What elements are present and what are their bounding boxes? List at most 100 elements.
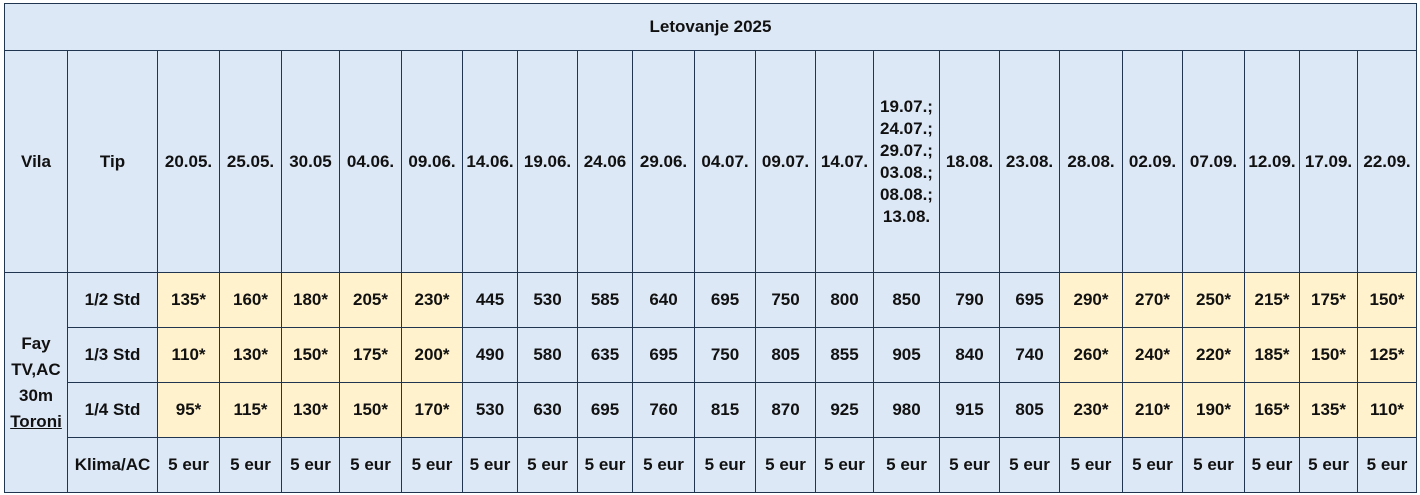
price-cell: 635: [577, 327, 633, 383]
date-header: 20.05.: [157, 50, 220, 273]
price-cell: 585: [577, 272, 633, 328]
price-cell: 185*: [1244, 327, 1300, 383]
date-header: 24.06: [577, 50, 633, 273]
date-header: 04.06.: [339, 50, 402, 273]
price-cell: 135*: [157, 272, 220, 328]
price-cell: 695: [694, 272, 756, 328]
price-cell: 150*: [1357, 272, 1417, 328]
type-cell: Klima/AC: [67, 437, 158, 493]
price-cell: 580: [517, 327, 578, 383]
price-cell: 110*: [1357, 382, 1417, 438]
price-cell: 840: [939, 327, 1000, 383]
vila-line: Fay: [21, 333, 51, 353]
price-cell: 130*: [219, 327, 282, 383]
price-cell: 5 eur: [939, 437, 1000, 493]
header-cell: Tip: [67, 50, 158, 273]
table-row: 1/4 Std 95* 115* 130* 150* 170* 530 630 695 760 81…: [5, 382, 1417, 438]
price-cell: 695: [632, 327, 695, 383]
date-header: 14.06.: [462, 50, 518, 273]
price-cell: 175*: [1299, 272, 1358, 328]
price-cell: 850: [873, 272, 940, 328]
price-cell: 855: [815, 327, 874, 383]
price-cell: 5 eur: [999, 437, 1060, 493]
date-header: 04.07.: [694, 50, 756, 273]
price-cell: 210*: [1122, 382, 1183, 438]
date-header: 17.09.: [1299, 50, 1358, 273]
price-cell: 530: [462, 382, 518, 438]
price-cell: 130*: [281, 382, 340, 438]
price-cell: 5 eur: [577, 437, 633, 493]
date-line: 29.07.;: [880, 140, 933, 160]
price-cell: 5 eur: [517, 437, 578, 493]
price-cell: 805: [999, 382, 1060, 438]
price-cell: 5 eur: [1182, 437, 1245, 493]
price-cell: 630: [517, 382, 578, 438]
date-header: 22.09.: [1357, 50, 1417, 273]
price-cell: 260*: [1059, 327, 1123, 383]
date-header: 28.08.: [1059, 50, 1123, 273]
price-cell: 150*: [339, 382, 402, 438]
price-cell: 205*: [339, 272, 402, 328]
price-cell: 230*: [401, 272, 463, 328]
price-cell: 150*: [1299, 327, 1358, 383]
table-row: 1/3 Std 110* 130* 150* 175* 200* 490 580 635 695 7…: [5, 327, 1417, 383]
price-cell: 815: [694, 382, 756, 438]
price-cell: 870: [755, 382, 816, 438]
price-cell: 110*: [157, 327, 220, 383]
price-cell: 200*: [401, 327, 463, 383]
price-cell: 915: [939, 382, 1000, 438]
price-cell: 230*: [1059, 382, 1123, 438]
price-cell: 5 eur: [873, 437, 940, 493]
price-cell: 750: [755, 272, 816, 328]
date-header: 25.05.: [219, 50, 282, 273]
price-cell: 240*: [1122, 327, 1183, 383]
price-cell: 5 eur: [632, 437, 695, 493]
date-header: 09.06.: [401, 50, 463, 273]
price-cell: 270*: [1122, 272, 1183, 328]
date-line: 03.08.;: [880, 162, 933, 182]
table-title: Letovanje 2025: [4, 3, 1417, 51]
header-cell: Vila: [4, 50, 68, 273]
price-cell: 5 eur: [157, 437, 220, 493]
price-cell: 5 eur: [219, 437, 282, 493]
table-row: Letovanje 2025: [4, 3, 1417, 51]
price-cell: 5 eur: [755, 437, 816, 493]
price-cell: 135*: [1299, 382, 1358, 438]
date-header: 07.09.: [1182, 50, 1245, 273]
date-line: 24.07.;: [880, 118, 933, 138]
date-line: 08.08.;: [880, 184, 933, 204]
date-header: 30.05: [281, 50, 340, 273]
price-cell: 790: [939, 272, 1000, 328]
price-cell: 150*: [281, 327, 340, 383]
price-cell: 5 eur: [339, 437, 402, 493]
price-cell: 165*: [1244, 382, 1300, 438]
price-cell: 160*: [219, 272, 282, 328]
price-cell: 905: [873, 327, 940, 383]
price-cell: 215*: [1244, 272, 1300, 328]
price-cell: 190*: [1182, 382, 1245, 438]
price-table: Letovanje 2025 Vila Tip 20.05. 25.05. 30.05 04…: [4, 3, 1417, 493]
price-cell: 170*: [401, 382, 463, 438]
price-cell: 125*: [1357, 327, 1417, 383]
price-cell: 5 eur: [1059, 437, 1123, 493]
price-cell: 250*: [1182, 272, 1245, 328]
table-row: Klima/AC 5 eur 5 eur 5 eur 5 eur 5 eur 5 eur 5 …: [5, 437, 1417, 493]
date-header: 23.08.: [999, 50, 1060, 273]
price-cell: 925: [815, 382, 874, 438]
date-header: 19.07.; 24.07.; 29.07.; 03.08.; 08.08.; 13.08…: [873, 50, 940, 273]
type-cell: 1/3 Std: [67, 327, 158, 383]
type-cell: 1/2 Std: [67, 272, 158, 328]
date-header: 19.06.: [517, 50, 578, 273]
date-header: 18.08.: [939, 50, 1000, 273]
price-cell: 750: [694, 327, 756, 383]
price-cell: 115*: [219, 382, 282, 438]
vila-line: TV,AC: [11, 359, 61, 379]
price-cell: 5 eur: [1299, 437, 1358, 493]
price-cell: 5 eur: [281, 437, 340, 493]
price-cell: 530: [517, 272, 578, 328]
price-cell: 5 eur: [1357, 437, 1417, 493]
type-cell: 1/4 Std: [67, 382, 158, 438]
price-cell: 220*: [1182, 327, 1245, 383]
table-row: Vila Tip 20.05. 25.05. 30.05 04.06. 09.06. 14.0…: [4, 50, 1417, 273]
